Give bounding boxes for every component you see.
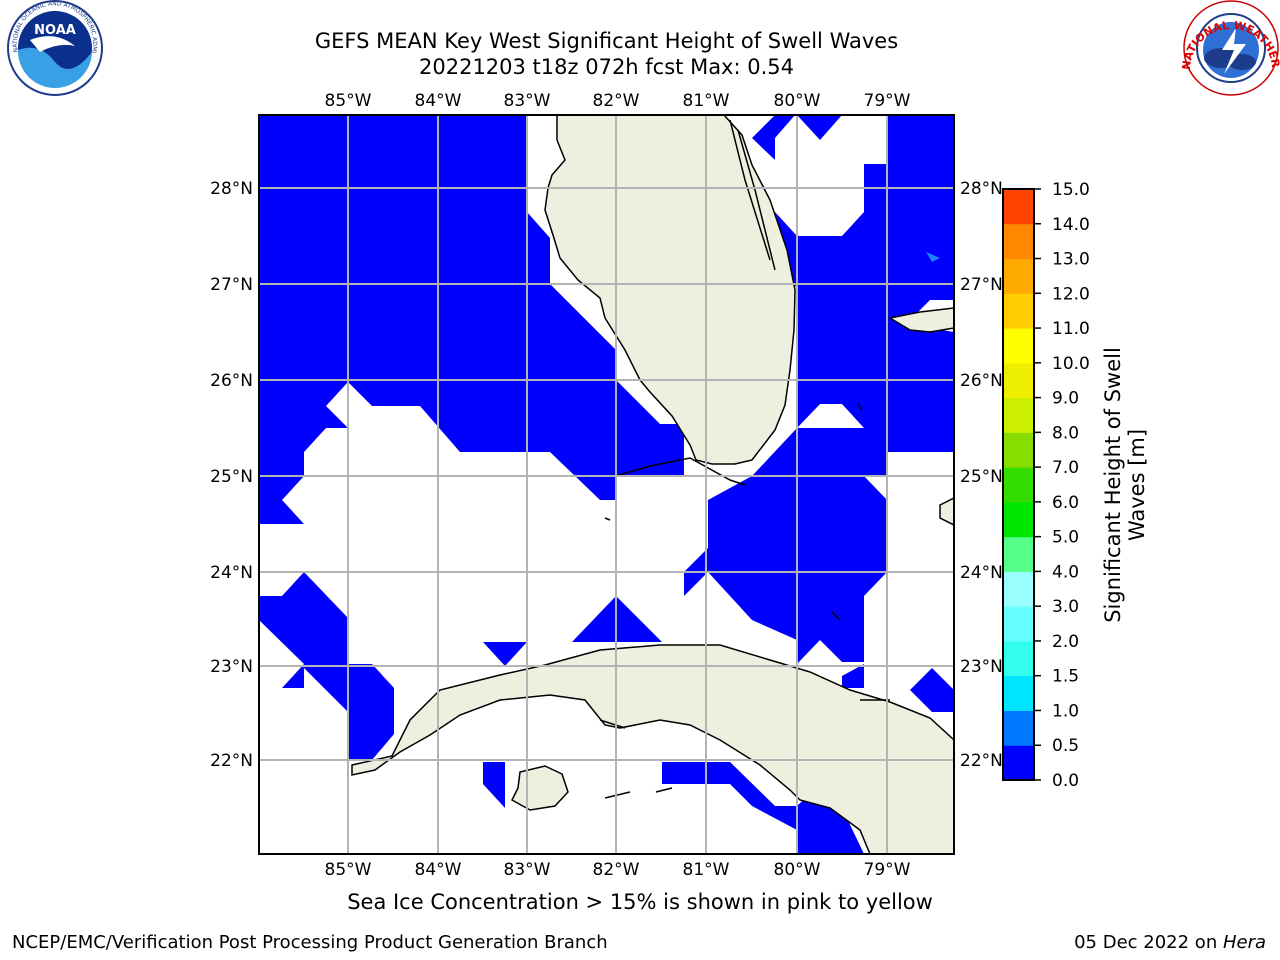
colorbar-segment bbox=[1003, 640, 1034, 677]
chart-subtitle: 20221203 t18z 072h fcst Max: 0.54 bbox=[419, 55, 794, 79]
colorbar-tick-label: 13.0 bbox=[1052, 250, 1090, 270]
colorbar-tick-label: 0.0 bbox=[1052, 771, 1079, 791]
sea-ice-caption: Sea Ice Concentration > 15% is shown in … bbox=[347, 890, 933, 914]
colorbar-label-line1: Significant Height of Swell bbox=[1101, 347, 1125, 623]
colorbar-tick-label: 9.0 bbox=[1052, 389, 1079, 409]
cuba-land bbox=[351, 644, 954, 854]
colorbar-segment bbox=[1003, 293, 1034, 329]
lat-tick-right: 28°N bbox=[960, 179, 1003, 199]
colorbar-segment bbox=[1003, 397, 1034, 433]
colorbar-tick-label: 3.0 bbox=[1052, 597, 1079, 617]
lon-tick-top: 81°W bbox=[683, 91, 730, 111]
colorbar-tick-label: 11.0 bbox=[1052, 319, 1090, 339]
lon-tick-bottom: 80°W bbox=[774, 860, 821, 880]
lon-tick-bottom: 79°W bbox=[864, 860, 911, 880]
lat-tick-left: 26°N bbox=[210, 371, 253, 391]
lon-tick-top: 85°W bbox=[325, 91, 372, 111]
colorbar: 0.0 0.5 1.0 1.5 2.0 3.0 4.0 5.0 6.0 7.0 8.0 9.0 10.0… bbox=[1002, 180, 1090, 791]
lon-tick-bottom: 84°W bbox=[415, 860, 462, 880]
colorbar-segment bbox=[1003, 606, 1034, 642]
lat-tick-right: 26°N bbox=[960, 371, 1003, 391]
colorbar-segment bbox=[1003, 675, 1034, 711]
graticule bbox=[259, 115, 954, 854]
colorbar-segment bbox=[1003, 362, 1034, 399]
footer-host: Hera bbox=[1222, 932, 1266, 953]
colorbar-segment bbox=[1003, 571, 1034, 607]
lon-tick-top: 82°W bbox=[593, 91, 640, 111]
noaa-logo-text: NOAA bbox=[34, 23, 76, 38]
lat-tick-left: 25°N bbox=[210, 467, 253, 487]
bahamas-land bbox=[887, 307, 954, 333]
colorbar-segment bbox=[1003, 189, 1034, 225]
colorbar-tick-label: 6.0 bbox=[1052, 493, 1079, 513]
colorbar-segment bbox=[1003, 536, 1034, 572]
lat-tick-left: 27°N bbox=[210, 275, 253, 295]
andros-land bbox=[939, 497, 954, 526]
colorbar-tick-label: 0.5 bbox=[1052, 736, 1079, 756]
swell-fill bbox=[259, 115, 954, 854]
nws-logo-ring: NATIONAL WEATHER SERVICE bbox=[0, 0, 1280, 72]
lon-tick-bottom: 83°W bbox=[504, 860, 551, 880]
colorbar-tick-label: 2.0 bbox=[1052, 632, 1079, 652]
colorbar-tick-label: 14.0 bbox=[1052, 215, 1090, 235]
colorbar-tick-label: 1.5 bbox=[1052, 667, 1079, 687]
colorbar-segment bbox=[1003, 223, 1034, 260]
lon-tick-top: 84°W bbox=[415, 91, 462, 111]
footer-credit: NCEP/EMC/Verification Post Processing Pr… bbox=[12, 932, 608, 953]
map-frame bbox=[258, 114, 955, 855]
lat-tick-left: 23°N bbox=[210, 657, 253, 677]
lat-tick-right: 25°N bbox=[960, 467, 1003, 487]
colorbar-tick-label: 15.0 bbox=[1052, 180, 1090, 200]
lon-tick-bottom: 82°W bbox=[593, 860, 640, 880]
colorbar-segment bbox=[1003, 328, 1034, 364]
colorbar-segment bbox=[1003, 432, 1034, 468]
florida-land bbox=[544, 115, 796, 465]
colorbar-tick-label: 7.0 bbox=[1052, 458, 1079, 478]
lat-tick-right: 23°N bbox=[960, 657, 1003, 677]
colorbar-tick-label: 1.0 bbox=[1052, 701, 1079, 721]
colorbar-tick-label: 12.0 bbox=[1052, 284, 1090, 304]
colorbar-tick-label: 5.0 bbox=[1052, 528, 1079, 548]
nws-logo: NATIONAL WEATHER SERVICE bbox=[0, 0, 1280, 96]
lat-tick-right: 24°N bbox=[960, 563, 1003, 583]
lat-tick-right: 22°N bbox=[960, 751, 1003, 771]
lon-tick-top: 80°W bbox=[774, 91, 821, 111]
colorbar-tick-label: 10.0 bbox=[1052, 354, 1090, 374]
lat-tick-left: 24°N bbox=[210, 563, 253, 583]
lon-tick-bottom: 81°W bbox=[683, 860, 730, 880]
colorbar-segment bbox=[1003, 501, 1034, 538]
coast-details bbox=[599, 119, 890, 799]
lon-tick-top: 83°W bbox=[504, 91, 551, 111]
colorbar-segment bbox=[1003, 258, 1034, 294]
lat-tick-right: 27°N bbox=[960, 275, 1003, 295]
noaa-logo: NOAA NATIONAL OCEANIC AND ATMOSPHERIC AD… bbox=[0, 0, 103, 96]
lon-tick-top: 79°W bbox=[864, 91, 911, 111]
colorbar-segment bbox=[1003, 467, 1034, 503]
colorbar-tick-label: 8.0 bbox=[1052, 423, 1079, 443]
lat-tick-left: 28°N bbox=[210, 179, 253, 199]
colorbar-tick-label: 4.0 bbox=[1052, 562, 1079, 582]
colorbar-frame bbox=[1002, 188, 1035, 781]
colorbar-label-line2: Waves [m] bbox=[1125, 428, 1149, 542]
colorbar-segment bbox=[1003, 710, 1034, 746]
colorbar-segment bbox=[1003, 745, 1034, 781]
footer-date: 05 Dec 2022 on Hera bbox=[1074, 932, 1266, 953]
chart-title: GEFS MEAN Key West Significant Height of… bbox=[314, 29, 899, 53]
land-masses bbox=[351, 115, 954, 854]
lat-tick-left: 22°N bbox=[210, 751, 253, 771]
svg-text:NATIONAL WEATHER SERVICE: NATIONAL WEATHER SERVICE bbox=[0, 0, 1280, 72]
lon-tick-bottom: 85°W bbox=[325, 860, 372, 880]
